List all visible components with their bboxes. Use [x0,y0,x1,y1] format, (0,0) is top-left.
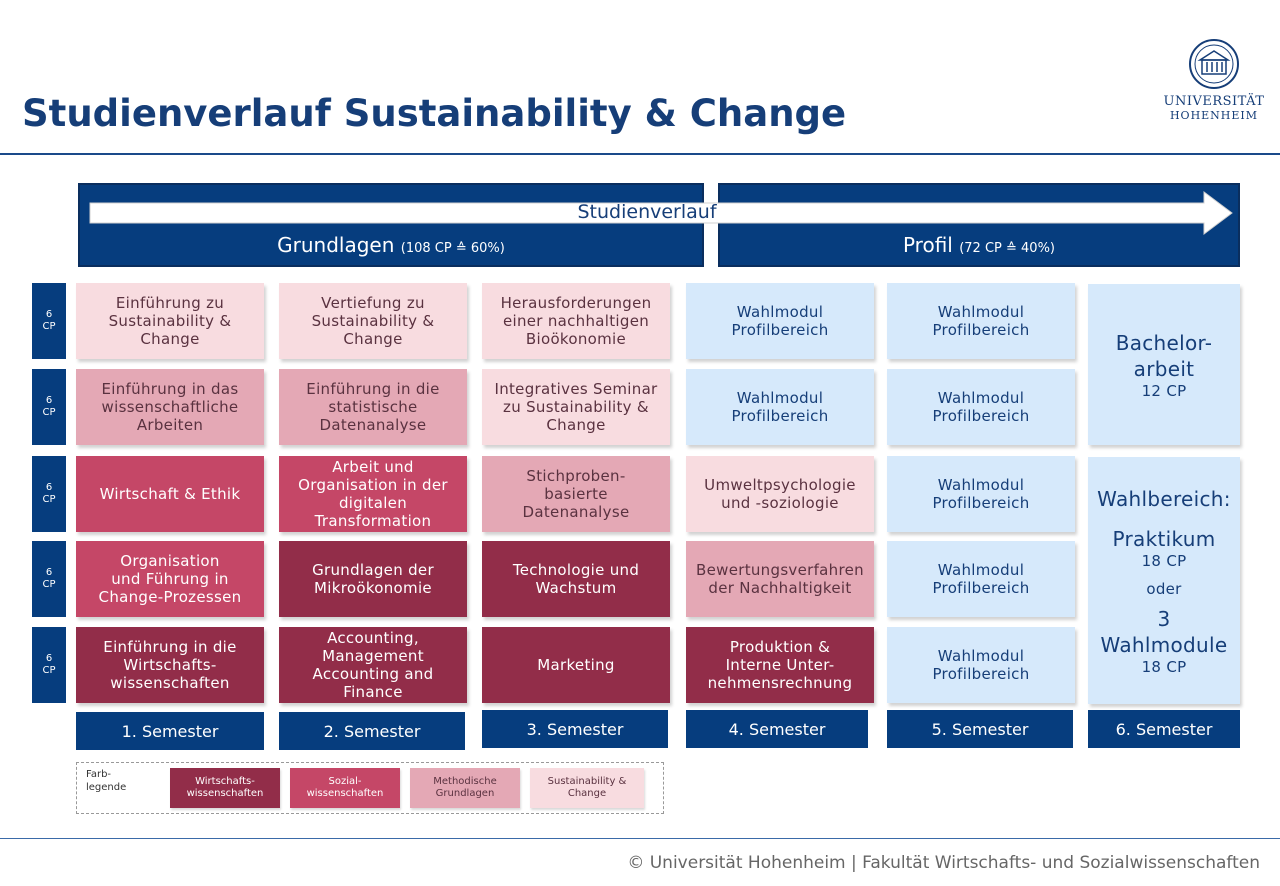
cp-tab-value: 6 [45,309,53,320]
praktikum-label: Praktikum [1112,526,1216,551]
university-logo: UNIVERSITÄT HOHENHEIM [1158,38,1270,130]
semester-label: 5. Semester [887,710,1073,748]
cp-tab: 6 CP [32,283,66,359]
module-cell: Marketing [482,627,670,703]
module-cell: Wahlmodul Profilbereich [887,369,1075,445]
module-cell: Arbeit und Organisation in der digitalen… [279,456,467,532]
cp-tab-unit: CP [42,321,56,332]
oder-label: oder [1146,579,1182,598]
module-cell: Einführung zu Sustainability & Change [76,283,264,359]
module-cell: Einführung in die Wirtschafts- wissensch… [76,627,264,703]
bachelor-thesis-cp: 12 CP [1141,381,1187,400]
wahlbereich-heading: Wahlbereich: [1097,486,1231,511]
cp-tab: 6 CP [32,541,66,617]
cp-tab-value: 6 [45,653,53,664]
module-cell: Technologie und Wachstum [482,541,670,617]
module-cell: Organisation und Führung in Change-Proze… [76,541,264,617]
grundlagen-detail: (108 CP ≙ 60%) [400,241,505,256]
module-cell: Herausforderungen einer nachhaltigen Bio… [482,283,670,359]
semester-label: 4. Semester [686,710,868,748]
semester-label: 6. Semester [1088,710,1240,748]
cp-tab-value: 6 [45,482,53,493]
study-arrow-icon [89,191,1233,235]
module-cell: Wahlmodul Profilbereich [887,627,1075,703]
module-cell: Umweltpsychologie und -soziologie [686,456,874,532]
grundlagen-name: Grundlagen [277,233,395,257]
module-cell: Accounting, Management Accounting and Fi… [279,627,467,703]
legend-label: Farb- legende [86,769,127,793]
module-cell: Einführung in die statistische Datenanal… [279,369,467,445]
cp-tab-unit: CP [42,494,56,505]
footer-text: © Universität Hohenheim | Fakultät Wirts… [627,853,1260,873]
logo-line-2: HOHENHEIM [1169,109,1259,122]
cp-tab: 6 CP [32,627,66,703]
color-legend [76,762,664,814]
module-cell: Produktion & Interne Unter- nehmensrechn… [686,627,874,703]
legend-methodische-grundlagen: Methodische Grundlagen [410,768,520,808]
bachelor-thesis-label: Bachelor- arbeit [1115,330,1213,381]
module-cell: Wahlmodul Profilbereich [887,456,1075,532]
footer-divider [0,838,1280,839]
module-cell: Wahlmodul Profilbereich [887,283,1075,359]
module-cell: Vertiefung zu Sustainability & Change [279,283,467,359]
semester-label: 1. Semester [76,712,264,750]
header-divider [0,153,1280,155]
profil-label: Profil (72 CP ≙ 40%) [718,230,1240,264]
legend-sustainability-change: Sustainability & Change [530,768,644,808]
legend-wirtschaftswissenschaften: Wirtschafts- wissenschaften [170,768,280,808]
cp-tab-value: 6 [45,567,53,578]
cp-tab: 6 CP [32,456,66,532]
module-cell: Wahlmodul Profilbereich [887,541,1075,617]
module-cell: Einführung in das wissenschaftliche Arbe… [76,369,264,445]
module-cell: Integratives Seminar zu Sustainability &… [482,369,670,445]
university-seal-icon [1189,39,1239,89]
arrow-label: Studienverlauf [577,201,717,223]
wahlmodule-label: 3 Wahlmodule [1100,606,1228,657]
module-cell: Bewertungsverfahren der Nachhaltigkeit [686,541,874,617]
grundlagen-label: Grundlagen (108 CP ≙ 60%) [78,230,704,264]
module-cell: Stichproben- basierte Datenanalyse [482,456,670,532]
semester-label: 2. Semester [279,712,465,750]
grundlagen-header [78,183,704,267]
cp-tab: 6 CP [32,369,66,445]
cp-tab-unit: CP [42,579,56,590]
module-cell: Grundlagen der Mikroökonomie [279,541,467,617]
page-title: Studienverlauf Sustainability & Change [22,92,847,135]
profil-name: Profil [902,233,953,257]
legend-sozialwissenschaften: Sozial- wissenschaften [290,768,400,808]
cp-tab-unit: CP [42,407,56,418]
module-cell: Wahlmodul Profilbereich [686,283,874,359]
module-cell: Wahlmodul Profilbereich [686,369,874,445]
logo-line-1: UNIVERSITÄT [1163,94,1265,109]
bachelor-thesis: Bachelor- arbeit 12 CP [1088,284,1240,445]
praktikum-cp: 18 CP [1141,551,1187,570]
semester-label: 3. Semester [482,710,668,748]
cp-tab-value: 6 [45,395,53,406]
wahlbereich: Wahlbereich: Praktikum 18 CP oder 3 Wahl… [1088,457,1240,704]
cp-tab-unit: CP [42,665,56,676]
wahlmodule-cp: 18 CP [1141,657,1187,676]
profil-header [718,183,1240,267]
profil-detail: (72 CP ≙ 40%) [959,241,1056,256]
module-cell: Wirtschaft & Ethik [76,456,264,532]
